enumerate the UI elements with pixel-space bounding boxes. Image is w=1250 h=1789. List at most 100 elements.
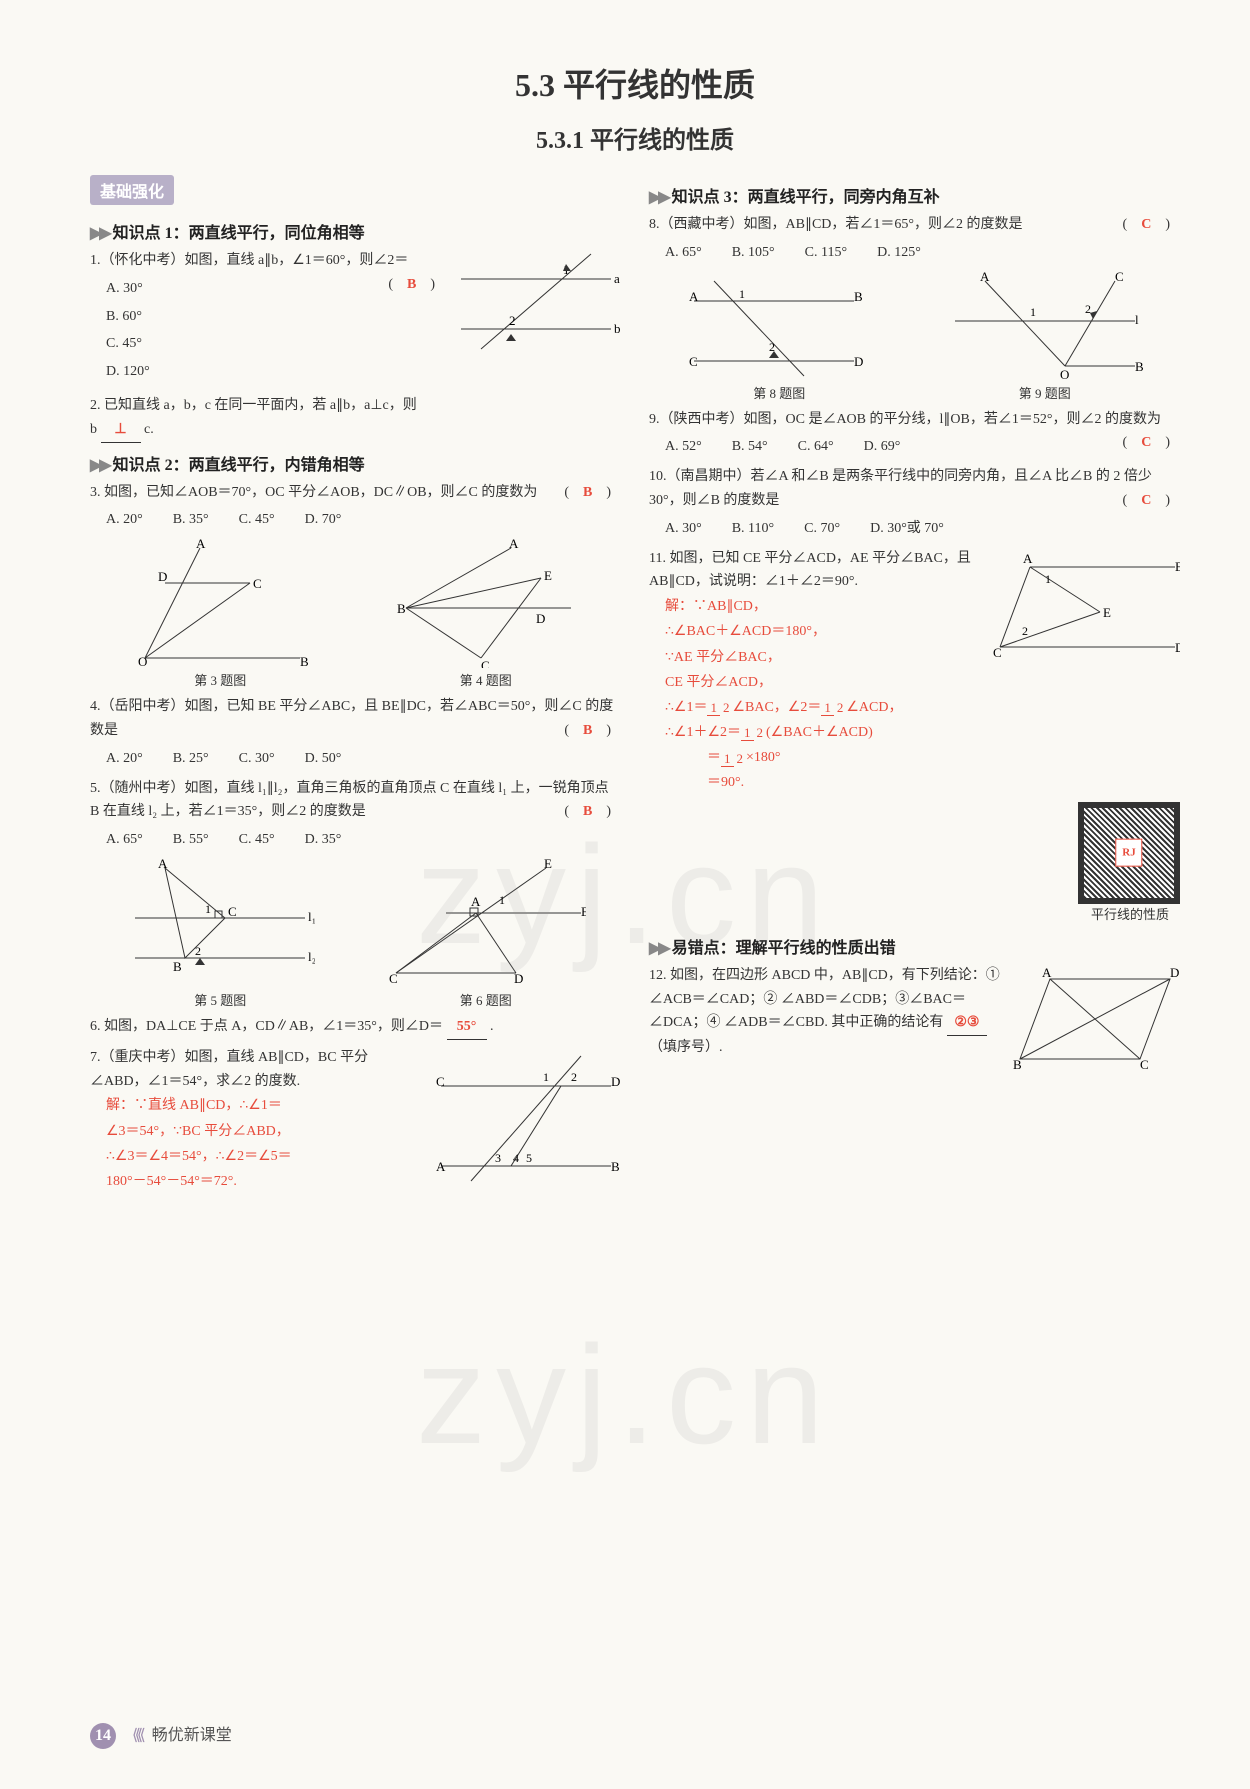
svg-text:D: D [611, 1074, 620, 1089]
knowledge-point-1: 知识点 1：两直线平行，同位角相等 [90, 219, 621, 243]
q7-sol-2: ∴∠3＝∠4＝54°，∴∠2＝∠5＝ [106, 1149, 292, 1164]
q9-opt-c: C. 64° [798, 435, 834, 459]
q5-answer-paren: ( B ) [564, 800, 611, 824]
svg-text:C: C [436, 1074, 445, 1089]
q2-text: 2. 已知直线 a，b，c 在同一平面内，若 a∥b，a⊥c，则 [90, 398, 417, 413]
q5-opt-c: C. 45° [239, 828, 275, 852]
question-2: 2. 已知直线 a，b，c 在同一平面内，若 a∥b，a⊥c，则 b ⊥ c. [90, 394, 621, 443]
qr-caption: 平行线的性质 [1080, 904, 1180, 926]
q2-blank: ⊥ [101, 418, 141, 443]
figure-4: B A E C D 第 4 题图 [391, 538, 581, 689]
caption-5: 第 5 题图 [125, 990, 315, 1009]
q4-opt-c: C. 30° [239, 747, 275, 771]
svg-text:C: C [228, 904, 237, 919]
q7-sol-0: 解：∵直线 AB∥CD，∴∠1＝ [106, 1098, 282, 1113]
q12-post: （填序号）. [649, 1040, 723, 1055]
svg-text:B: B [300, 654, 309, 668]
svg-text:4: 4 [513, 1151, 519, 1165]
caption-9: 第 9 题图 [945, 383, 1145, 402]
q6-text: 6. 如图，DA⊥CE 于点 A，CD∥AB，∠1＝35°，则∠D＝ [90, 1019, 443, 1034]
right-column: 知识点 3：两直线平行，同旁内角互补 8.（西藏中考）如图，AB∥CD，若∠1＝… [649, 175, 1180, 1200]
q1-opt-b: B. 60° [106, 305, 388, 329]
svg-text:5: 5 [526, 1151, 532, 1165]
q11-text: 11. 如图，已知 CE 平分∠ACD，AE 平分∠BAC，且 AB∥CD，试说… [649, 551, 971, 590]
figure-5: A C B l₁ l₂ 1 2 第 5 题图 [125, 858, 315, 1009]
svg-text:C: C [1115, 271, 1124, 284]
q1-answer: B [407, 277, 416, 292]
svg-text:2: 2 [1085, 302, 1091, 316]
watermark: zyj.cn [416, 1314, 834, 1476]
q9-opt-d: D. 69° [864, 435, 901, 459]
q5-opt-d: D. 35° [305, 828, 342, 852]
q10-opt-d: D. 30°或 70° [870, 517, 944, 541]
svg-text:B: B [611, 1159, 620, 1174]
section-tag-basic: 基础强化 [90, 175, 174, 205]
svg-text:B: B [173, 959, 182, 974]
q1-options: A. 30° B. 60° C. 45° D. 120° [106, 277, 388, 384]
svg-text:O: O [1060, 367, 1069, 381]
svg-text:A: A [509, 538, 519, 551]
q10-opt-a: A. 30° [665, 517, 702, 541]
svg-text:A: A [158, 858, 168, 871]
q11-sol-2: ∵AE 平分∠BAC， [665, 650, 781, 665]
q9-options: A. 52° B. 54° C. 64° D. 69° [665, 435, 1123, 459]
svg-text:1: 1 [205, 902, 211, 916]
q3-options: A. 20° B. 35° C. 45° D. 70° [106, 508, 621, 532]
q7-text: 7.（重庆中考）如图，直线 AB∥CD，BC 平分∠ABD，∠1＝54°，求∠2… [90, 1050, 368, 1089]
svg-text:E: E [544, 858, 552, 871]
q2-post: c. [144, 422, 154, 437]
chevron-icon: ⟪⟪ [132, 1727, 142, 1744]
q11-sol-0: 解：∵AB∥CD， [665, 599, 767, 614]
q4-options: A. 20° B. 25° C. 30° D. 50° [106, 747, 621, 771]
svg-text:D: D [1175, 640, 1180, 655]
q7-sol-1: ∠3＝54°，∵BC 平分∠ABD， [106, 1124, 290, 1139]
svg-text:2: 2 [195, 944, 201, 958]
question-12: A D B C 12. 如图，在四边形 ABCD 中，AB∥CD，有下列结论：①… [649, 964, 1180, 1074]
question-3: 3. 如图，已知∠AOB＝70°，OC 平分∠AOB，DC∥OB，则∠C 的度数… [90, 481, 621, 533]
figure-q7: A B C D 1 2 3 4 5 [431, 1046, 621, 1186]
svg-text:B: B [581, 904, 586, 919]
figure-6: C D A B E 1 第 6 题图 [386, 858, 586, 1009]
frac-icon: 12 [741, 726, 766, 739]
svg-text:1: 1 [543, 1070, 549, 1084]
q5-text: 5.（随州中考）如图，直线 l₁∥l₂，直角三角板的直角顶点 C 在直线 l₁ … [90, 781, 609, 820]
q8-text: 8.（西藏中考）如图，AB∥CD，若∠1＝65°，则∠2 的度数是 [649, 217, 1023, 232]
frac-icon: 12 [821, 701, 846, 714]
content-columns: 基础强化 知识点 1：两直线平行，同位角相等 a b 1 2 [90, 175, 1180, 1200]
knowledge-point-error: 易错点：理解平行线的性质出错 [649, 934, 1180, 958]
svg-text:l: l [1135, 312, 1139, 327]
svg-text:B: B [1135, 359, 1144, 374]
svg-text:E: E [544, 568, 552, 583]
svg-text:A: A [980, 271, 990, 284]
q10-text: 10.（南昌期中）若∠A 和∠B 是两条平行线中的同旁内角，且∠A 比∠B 的 … [649, 469, 1152, 508]
page-footer: 14 ⟪⟪ 畅优新课堂 [90, 1721, 232, 1749]
svg-text:2: 2 [1022, 624, 1028, 638]
question-10: 10.（南昌期中）若∠A 和∠B 是两条平行线中的同旁内角，且∠A 比∠B 的 … [649, 465, 1180, 540]
q4-opt-a: A. 20° [106, 747, 143, 771]
knowledge-point-2: 知识点 2：两直线平行，内错角相等 [90, 451, 621, 475]
qr-code-icon [1078, 802, 1180, 904]
svg-text:a: a [614, 271, 620, 286]
svg-text:A: A [1042, 965, 1052, 980]
svg-text:O: O [138, 654, 147, 668]
q1-answer-paren: ( B ) [388, 273, 435, 297]
q9-answer: C [1141, 435, 1151, 450]
q10-opt-c: C. 70° [804, 517, 840, 541]
q9-text: 9.（陕西中考）如图，OC 是∠AOB 的平分线，l∥OB，若∠1＝52°，则∠… [649, 412, 1161, 427]
page-number: 14 [90, 1723, 116, 1749]
caption-4: 第 4 题图 [391, 670, 581, 689]
q5-opt-a: A. 65° [106, 828, 143, 852]
question-5: 5.（随州中考）如图，直线 l₁∥l₂，直角三角板的直角顶点 C 在直线 l₁ … [90, 777, 621, 852]
svg-text:C: C [993, 645, 1002, 660]
svg-text:1: 1 [1045, 572, 1051, 586]
figure-row-3-4: O B A D C 第 3 题图 B [90, 538, 621, 689]
figure-q12: A D B C [1010, 964, 1180, 1074]
svg-text:1: 1 [739, 287, 745, 301]
q8-answer: C [1141, 217, 1151, 232]
q7-sol-3: 180°－54°－54°＝72°. [106, 1174, 237, 1189]
figure-q11: A B C D E 1 2 [990, 547, 1180, 667]
caption-8: 第 8 题图 [684, 383, 874, 402]
svg-text:A: A [436, 1159, 446, 1174]
figure-q1: a b 1 2 [451, 249, 621, 359]
q8-opt-b: B. 105° [732, 241, 775, 265]
